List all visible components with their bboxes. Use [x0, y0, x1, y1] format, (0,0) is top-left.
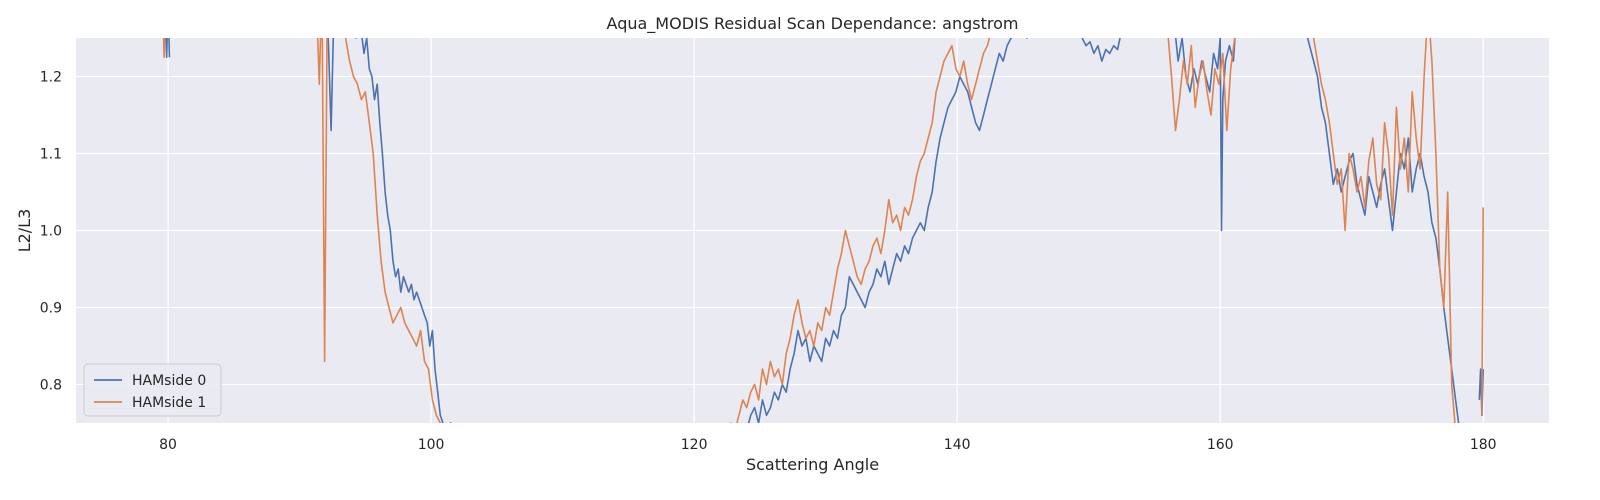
- x-axis-label: Scattering Angle: [746, 455, 879, 474]
- legend: HAMside 0 HAMside 1: [83, 363, 222, 417]
- series-line-segment: [162, 38, 166, 59]
- x-tick-label: 80: [159, 437, 177, 453]
- series-line-segment: [730, 38, 991, 423]
- y-tick-label: 1.0: [40, 224, 62, 240]
- series-line-segment: [1081, 38, 1121, 62]
- series-layer: [162, 38, 1484, 423]
- x-tick-label: 160: [1207, 437, 1234, 453]
- tick-labels: 80 100 120 140 160 180 0.8 0.9 1.0 1.1 1.2: [40, 70, 1497, 454]
- series-line-segment: [1312, 38, 1456, 423]
- series-line-segment: [1481, 207, 1484, 416]
- y-tick-label: 0.8: [40, 378, 62, 394]
- series-line-segment: [1167, 38, 1236, 132]
- series-line-segment: [327, 38, 452, 423]
- x-tick-label: 140: [944, 437, 971, 453]
- series-line-segment: [747, 38, 1028, 423]
- y-tick-label: 1.2: [40, 70, 62, 86]
- series-hamside-1: [162, 38, 1484, 423]
- y-tick-label: 1.1: [40, 147, 62, 163]
- x-tick-label: 120: [681, 437, 708, 453]
- chart-title: Aqua_MODIS Residual Scan Dependance: ang…: [607, 14, 1019, 34]
- y-tick-label: 0.9: [40, 301, 62, 317]
- y-axis-label: L2/L3: [15, 209, 34, 253]
- series-line-segment: [316, 38, 442, 423]
- legend-box: [83, 363, 222, 417]
- x-tick-label: 180: [1470, 437, 1497, 453]
- legend-label: HAMside 1: [132, 395, 206, 411]
- x-tick-label: 100: [418, 437, 445, 453]
- legend-label: HAMside 0: [132, 373, 206, 389]
